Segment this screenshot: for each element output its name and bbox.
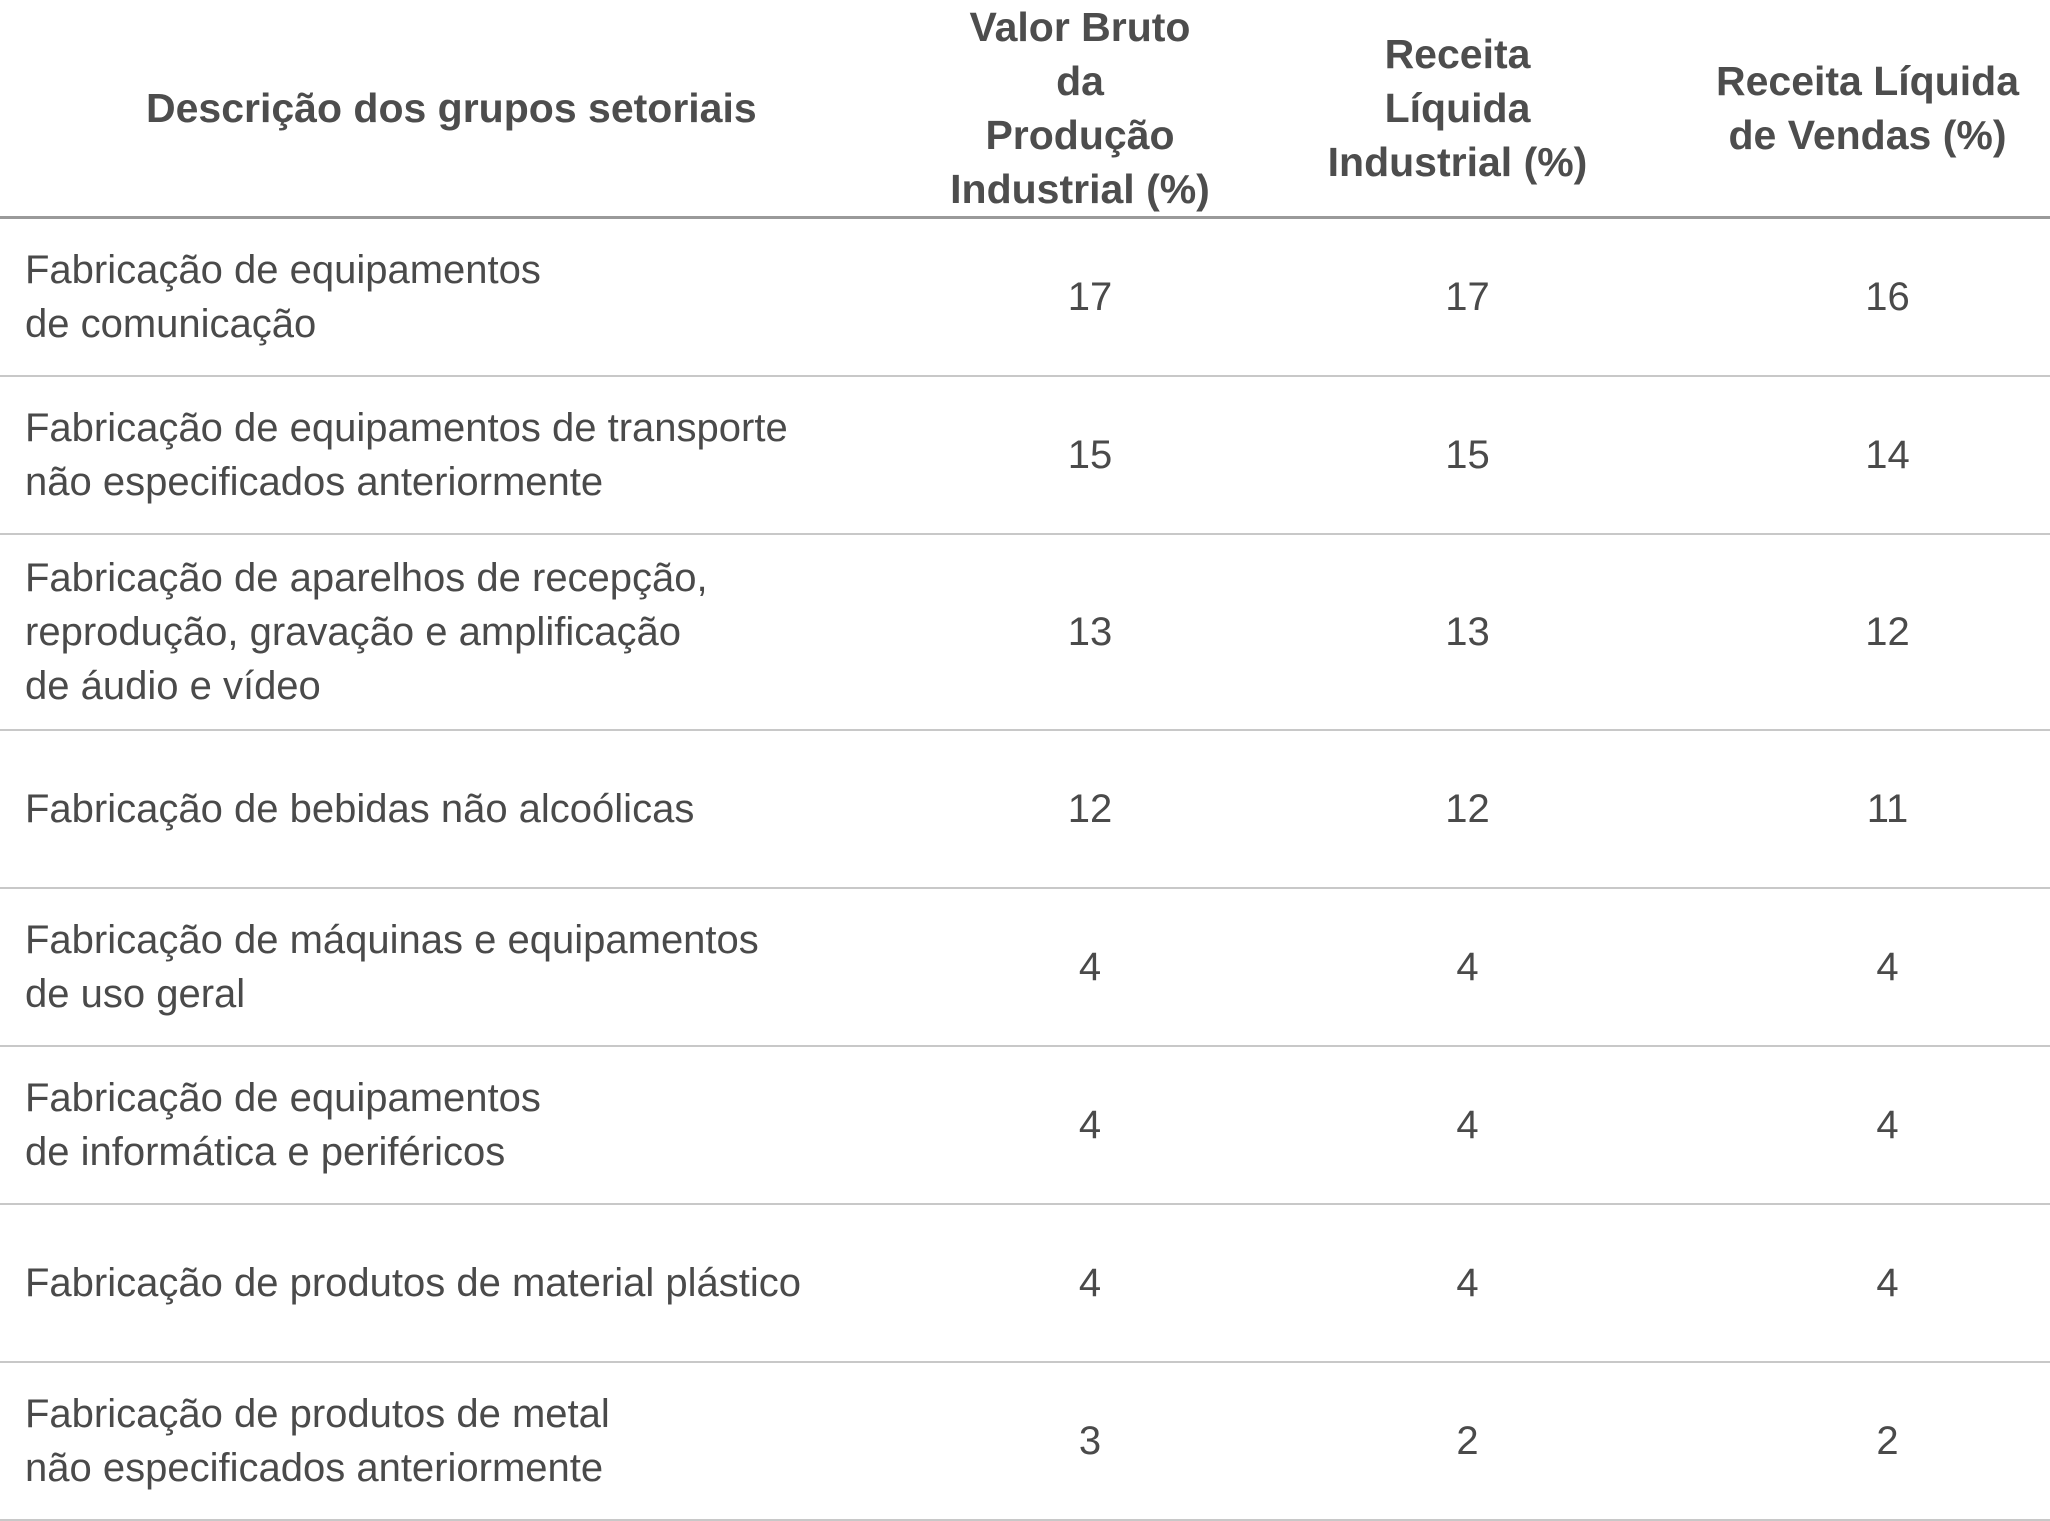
cell-receita-liquida-industrial: 13 — [1445, 609, 1490, 654]
header-row: Descrição dos grupos setoriais Valor Bru… — [0, 0, 2050, 218]
table-row: Fabricação de aparelhos de recepção, rep… — [0, 534, 2050, 730]
cell-receita-liquida-vendas: 14 — [1865, 432, 1910, 477]
table-row: Fabricação de bebidas não alcoólicas 12 12… — [0, 730, 2050, 888]
cell-valor-bruto: 4 — [1078, 1102, 1102, 1147]
cell-receita-liquida-vendas: 11 — [1866, 786, 1909, 831]
cell-receita-liquida-vendas: 4 — [1876, 1260, 1899, 1305]
cell-receita-liquida-industrial: 17 — [1445, 274, 1490, 319]
cell-description: Fabricação de máquinas e equipamentos de… — [25, 917, 759, 1016]
cell-valor-bruto: 15 — [1067, 432, 1113, 477]
cell-receita-liquida-vendas: 16 — [1865, 274, 1910, 319]
cell-receita-liquida-vendas: 4 — [1876, 944, 1899, 989]
cell-receita-liquida-industrial: 12 — [1445, 786, 1490, 831]
cell-description: Fabricação de equipamentos de transporte… — [25, 405, 788, 504]
cell-description: Fabricação de aparelhos de recepção, rep… — [25, 555, 708, 708]
table-row: Fabricação de produtos de material plást… — [0, 1204, 2050, 1362]
cell-receita-liquida-vendas: 2 — [1876, 1418, 1899, 1463]
table-row: Fabricação de equipamentos de comunicaçã… — [0, 218, 2050, 376]
cell-valor-bruto: 3 — [1078, 1418, 1102, 1463]
cell-valor-bruto: 17 — [1067, 274, 1113, 319]
cell-receita-liquida-industrial: 15 — [1445, 432, 1490, 477]
cell-receita-liquida-industrial: 4 — [1456, 944, 1479, 989]
cell-valor-bruto: 4 — [1078, 944, 1102, 989]
header-receita-liquida-vendas: Receita Líquida de Vendas (%) — [1715, 58, 2019, 158]
table-row: Fabricação de equipamentos de informátic… — [0, 1046, 2050, 1204]
cell-description: Fabricação de equipamentos de informátic… — [25, 1075, 541, 1174]
cell-receita-liquida-industrial: 4 — [1456, 1260, 1479, 1305]
cell-receita-liquida-industrial: 4 — [1456, 1102, 1479, 1147]
cell-description: Fabricação de produtos de material plást… — [25, 1260, 801, 1305]
table-header: Descrição dos grupos setoriais Valor Bru… — [0, 0, 2050, 218]
table-row: Fabricação de máquinas e equipamentos de… — [0, 888, 2050, 1046]
header-valor-bruto: Valor Bruto da Produção Industrial (%) — [950, 4, 1210, 212]
table-body: Fabricação de equipamentos de comunicaçã… — [0, 218, 2050, 1520]
cell-description: Fabricação de produtos de metal não espe… — [25, 1391, 610, 1490]
cell-receita-liquida-vendas: 12 — [1865, 609, 1910, 654]
cell-valor-bruto: 13 — [1067, 609, 1113, 654]
header-receita-liquida-industrial: Receita Líquida Industrial (%) — [1327, 31, 1588, 185]
cell-valor-bruto: 4 — [1078, 1260, 1102, 1305]
cell-description: Fabricação de bebidas não alcoólicas — [25, 786, 695, 831]
cell-description: Fabricação de equipamentos de comunicaçã… — [25, 247, 541, 346]
table-row: Fabricação de produtos de metal não espe… — [0, 1362, 2050, 1520]
cell-receita-liquida-industrial: 2 — [1456, 1418, 1479, 1463]
table-row: Fabricação de equipamentos de transporte… — [0, 376, 2050, 534]
header-description: Descrição dos grupos setoriais — [146, 85, 757, 131]
cell-receita-liquida-vendas: 4 — [1876, 1102, 1899, 1147]
cell-valor-bruto: 12 — [1067, 786, 1113, 831]
